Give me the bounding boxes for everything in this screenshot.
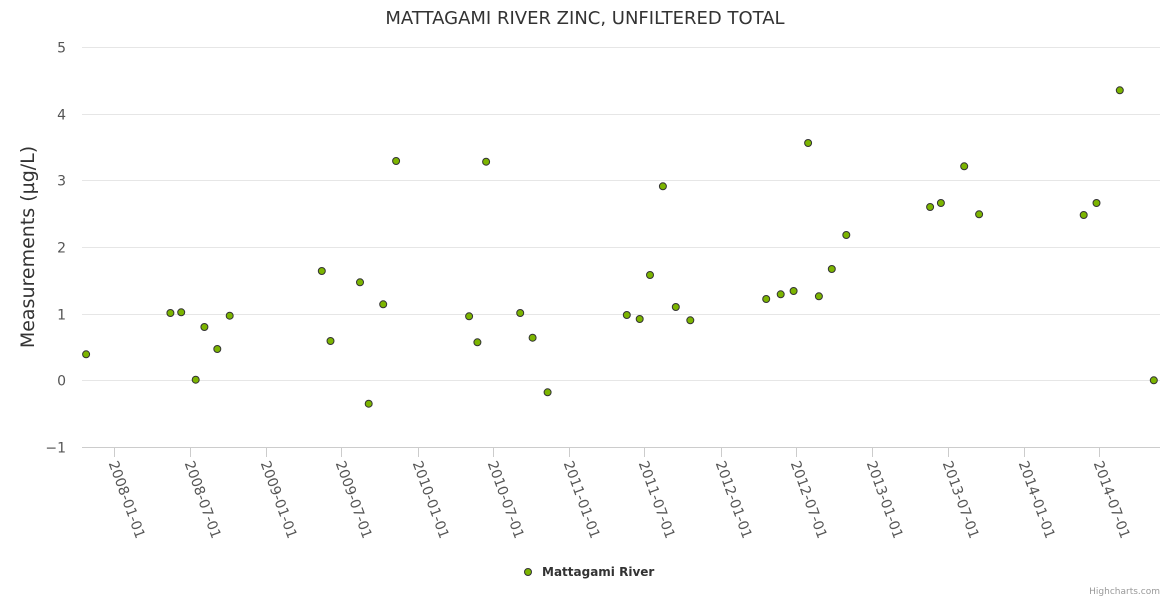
series-mattagami-river[interactable] — [82, 86, 1158, 408]
data-point[interactable] — [465, 312, 474, 321]
data-point[interactable] — [200, 323, 209, 331]
data-point[interactable] — [842, 231, 851, 239]
data-point[interactable] — [635, 315, 644, 323]
data-point[interactable] — [1079, 211, 1088, 219]
y-tick-label: 0 — [57, 374, 66, 390]
y-tick-label: 5 — [57, 41, 66, 57]
data-point[interactable] — [166, 309, 175, 317]
x-tick-label: 2011-01-01 — [560, 459, 603, 541]
y-tick-label: 4 — [57, 108, 66, 124]
data-point[interactable] — [177, 308, 186, 317]
grid-lines — [82, 47, 1160, 381]
x-tick-label: 2012-01-01 — [712, 459, 755, 541]
credits-link[interactable]: Highcharts.com — [1089, 587, 1160, 597]
x-tick-label: 2011-07-01 — [635, 459, 678, 541]
data-point[interactable] — [1149, 376, 1158, 385]
data-point[interactable] — [762, 295, 771, 303]
x-tick-label: 2014-07-01 — [1090, 459, 1133, 541]
legend-label: Mattagami River — [542, 565, 654, 579]
x-tick-label: 2013-01-01 — [863, 459, 906, 541]
data-point[interactable] — [543, 388, 552, 397]
x-tick-label: 2010-01-01 — [409, 459, 452, 541]
legend[interactable]: Mattagami River — [524, 565, 655, 579]
data-point[interactable] — [1115, 86, 1124, 95]
data-point[interactable] — [528, 333, 537, 342]
data-point[interactable] — [926, 203, 935, 211]
data-point[interactable] — [776, 290, 785, 299]
x-tick-label: 2009-01-01 — [257, 459, 300, 541]
y-tick-label: −1 — [45, 441, 66, 457]
data-point[interactable] — [317, 267, 326, 275]
data-point[interactable] — [975, 210, 984, 219]
data-point[interactable] — [392, 157, 401, 165]
data-point[interactable] — [658, 182, 667, 191]
data-point[interactable] — [804, 139, 813, 147]
x-axis-ticks: 2008-01-01 2008-07-01 2009-01-01 2009-07-01… — [105, 447, 1133, 541]
data-point[interactable] — [82, 350, 91, 359]
data-point[interactable] — [473, 338, 482, 347]
data-point[interactable] — [1092, 199, 1101, 207]
legend-marker — [524, 568, 532, 576]
data-point[interactable] — [814, 292, 823, 301]
data-point[interactable] — [646, 271, 654, 279]
x-tick-label: 2012-07-01 — [787, 459, 830, 541]
data-point[interactable] — [213, 345, 222, 353]
data-point[interactable] — [622, 311, 631, 319]
data-point[interactable] — [364, 399, 373, 408]
data-point[interactable] — [686, 316, 695, 325]
data-point[interactable] — [827, 265, 836, 273]
x-tick-label: 2010-07-01 — [484, 459, 527, 541]
x-tick-label: 2009-07-01 — [332, 459, 375, 541]
chart-title: MATTAGAMI RIVER ZINC, UNFILTERED TOTAL — [385, 8, 784, 29]
x-tick-label: 2008-07-01 — [181, 459, 224, 541]
data-point[interactable] — [191, 375, 200, 384]
data-point[interactable] — [482, 157, 491, 166]
data-point[interactable] — [356, 278, 364, 287]
data-point[interactable] — [379, 300, 388, 309]
data-point[interactable] — [671, 303, 680, 311]
y-tick-label: 3 — [57, 174, 66, 190]
data-point[interactable] — [960, 162, 969, 171]
x-tick-label: 2014-01-01 — [1015, 459, 1058, 541]
y-tick-label: 1 — [57, 308, 66, 324]
data-point[interactable] — [789, 287, 798, 295]
x-tick-label: 2013-07-01 — [939, 459, 982, 541]
data-point[interactable] — [225, 311, 234, 320]
y-tick-label: 2 — [57, 241, 66, 257]
y-axis-ticks: −1 0 1 2 3 4 5 — [45, 41, 66, 457]
data-point[interactable] — [936, 199, 945, 207]
data-point[interactable] — [326, 337, 335, 345]
x-tick-label: 2008-01-01 — [105, 459, 148, 541]
data-point[interactable] — [516, 309, 525, 317]
y-axis-label: Measurements (µg/L) — [17, 146, 39, 348]
